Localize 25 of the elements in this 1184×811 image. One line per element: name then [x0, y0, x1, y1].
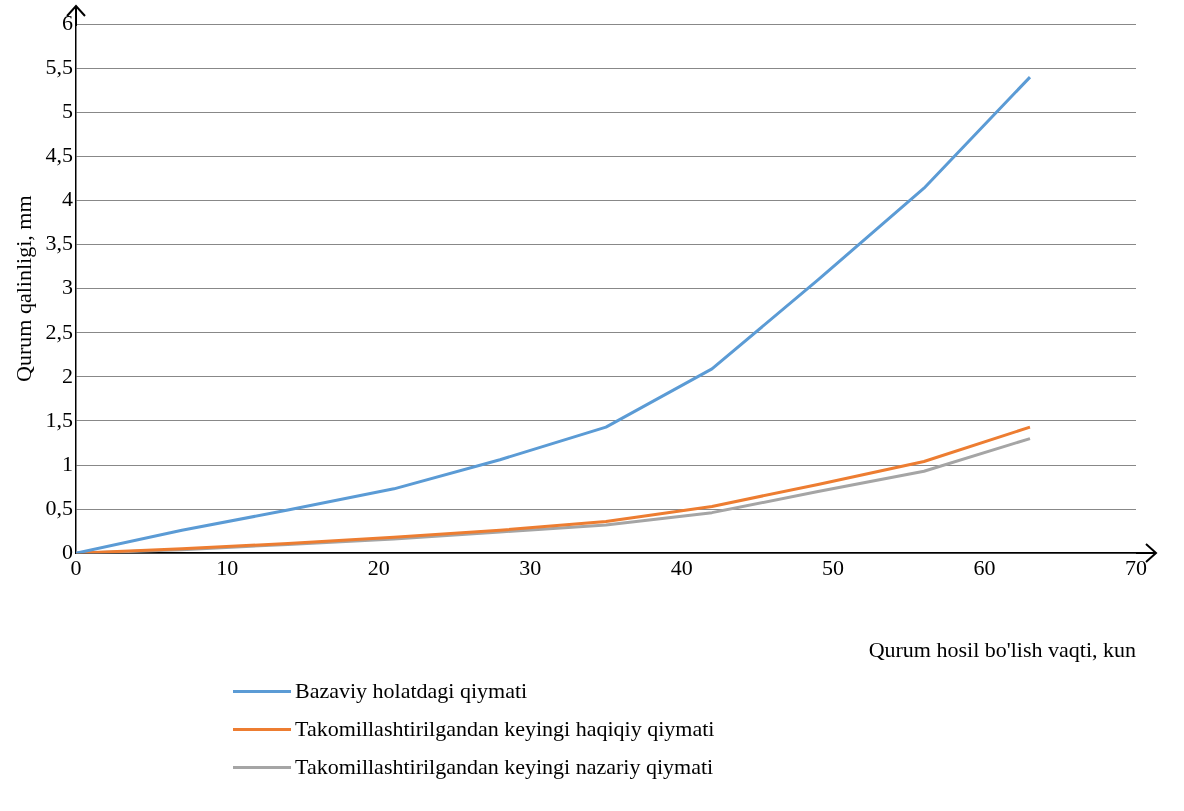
- y-tick-label: 2: [61, 362, 73, 388]
- y-tick-label: 0,5: [45, 494, 73, 520]
- y-tick-label: 0: [61, 538, 73, 564]
- legend-label: Takomillashtirilgandan keyingi nazariy qiymati: [295, 754, 714, 780]
- y-tick-label: 2,5: [45, 318, 73, 344]
- x-tick-label: 20: [367, 555, 390, 581]
- legend-label: Takomillashtirilgandan keyingi haqiqiy qiymati: [295, 716, 715, 742]
- x-tick-label: 50: [822, 555, 845, 581]
- y-tick-label: 3: [61, 274, 73, 300]
- x-tick-label: 40: [670, 555, 693, 581]
- y-axis-title: Qurum qalinligi, mm: [10, 195, 36, 382]
- x-tick-label: 30: [519, 555, 542, 581]
- x-tick-label: 10: [216, 555, 239, 581]
- y-tick-label: 4,5: [45, 142, 73, 168]
- y-tick-label: 5: [61, 98, 73, 124]
- y-tick-label: 1,5: [45, 406, 73, 432]
- y-tick-label: 6: [61, 9, 73, 35]
- x-tick-label: 60: [973, 555, 996, 581]
- x-axis-title: Qurum hosil bo'lish vaqti, kun: [868, 636, 1136, 662]
- y-tick-label: 5,5: [45, 54, 73, 80]
- x-tick-label: 70: [1125, 555, 1147, 581]
- y-tick-label: 4: [61, 186, 73, 212]
- y-tick-label: 1: [61, 450, 73, 476]
- y-tick-label: 3,5: [45, 230, 73, 256]
- legend-label: Bazaviy holatdagi qiymati: [295, 678, 528, 704]
